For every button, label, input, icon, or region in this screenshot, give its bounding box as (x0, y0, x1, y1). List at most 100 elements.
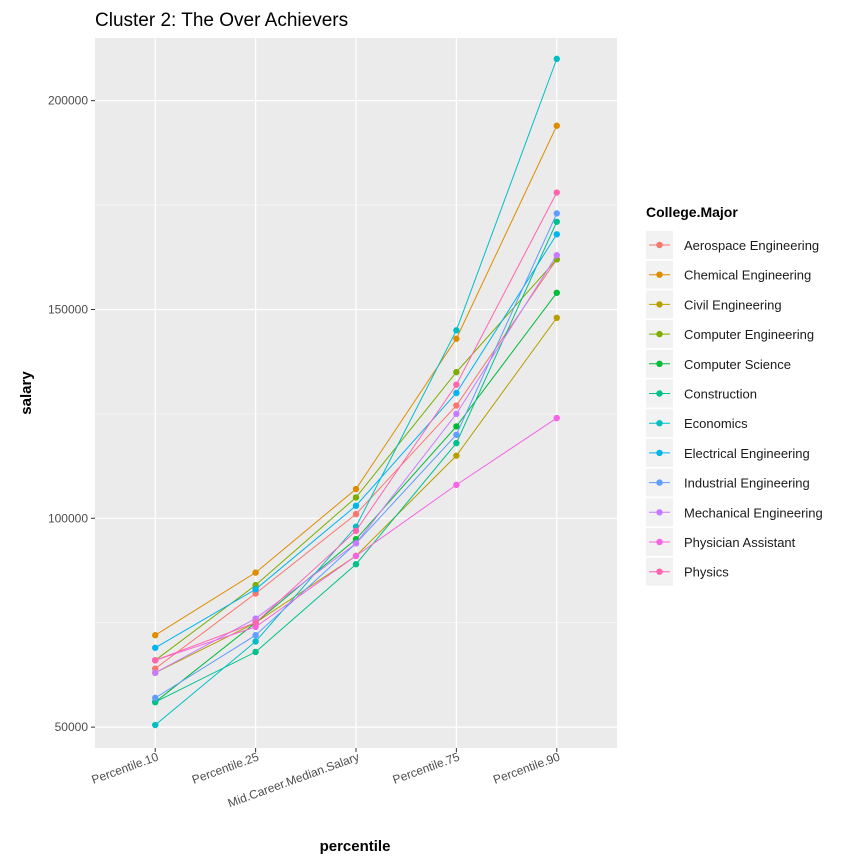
data-point (352, 552, 360, 560)
data-point (453, 389, 460, 397)
data-point (553, 231, 560, 238)
series-construction (152, 218, 560, 706)
legend-item: Chemical Engineering (646, 260, 811, 289)
legend-item: Aerospace Engineering (646, 231, 819, 259)
data-point (152, 644, 159, 651)
x-tick-label: Percentile.75 (391, 750, 462, 787)
data-point (352, 527, 360, 535)
data-point (453, 335, 460, 342)
legend-label: Chemical Engineering (684, 268, 811, 283)
legend-key-point (656, 360, 663, 367)
x-tick-label: Percentile.10 (90, 750, 161, 787)
y-tick-labels: 50000 100000 150000 200000 (48, 94, 95, 734)
data-point (252, 648, 259, 656)
data-point (553, 122, 560, 129)
chart-title: Cluster 2: The Over Achievers (95, 10, 348, 31)
legend-item: Electrical Engineering (646, 438, 810, 467)
legend-item: Computer Science (646, 349, 791, 378)
legend-label: Economics (684, 416, 748, 431)
data-point (453, 381, 460, 388)
legend-title: College.Major (646, 204, 738, 220)
data-point (152, 657, 159, 664)
series-lines (152, 55, 560, 729)
legend-key-point (656, 538, 663, 546)
y-tick-label: 100000 (48, 511, 88, 525)
series-physics (152, 189, 560, 664)
legend-item: Construction (646, 379, 757, 408)
data-point (352, 502, 360, 509)
legend-key-point (656, 479, 663, 486)
legend-item: Economics (646, 409, 748, 438)
data-point (553, 210, 560, 217)
series-economics (152, 55, 560, 729)
data-point (252, 638, 259, 645)
data-point (453, 368, 460, 376)
data-point (453, 452, 460, 459)
y-tick-label: 200000 (48, 94, 88, 108)
legend-label: Industrial Engineering (684, 476, 810, 491)
series-chemical-engineering (152, 122, 560, 639)
legend-label: Civil Engineering (684, 297, 782, 312)
x-axis-title: percentile (320, 838, 391, 855)
data-point (453, 423, 460, 430)
data-point (553, 55, 560, 63)
data-point (252, 586, 259, 593)
data-point (152, 694, 159, 702)
series-mechanical-engineering (152, 251, 560, 677)
legend-item: Computer Engineering (646, 320, 814, 349)
data-point (453, 410, 460, 418)
legend-item: Mechanical Engineering (646, 498, 823, 527)
y-tick-label: 50000 (55, 720, 89, 734)
legend-key-point (656, 241, 663, 249)
legend-item: Physician Assistant (646, 528, 796, 556)
legend-item: Civil Engineering (646, 290, 782, 319)
x-tick-labels: Percentile.10 Percentile.25Mid.Career.Med… (90, 748, 562, 810)
legend-key-point (656, 449, 663, 457)
legend-label: Physician Assistant (684, 535, 796, 550)
data-point (553, 414, 560, 422)
legend-label: Computer Science (684, 357, 791, 372)
data-point (553, 189, 560, 196)
data-point (352, 510, 360, 518)
data-point (453, 402, 460, 409)
legend-item: Industrial Engineering (646, 468, 810, 497)
legend-label: Electrical Engineering (684, 446, 810, 461)
x-tick-label: Percentile.25 (190, 750, 261, 787)
legend-key-point (656, 509, 663, 516)
legend: Aerospace Engineering Chemical Engineerin… (646, 231, 823, 586)
legend-key-point (656, 568, 663, 575)
data-point (453, 439, 460, 447)
data-point (453, 431, 460, 438)
legend-key-point (656, 301, 663, 308)
data-point (152, 669, 159, 677)
legend-key-point (656, 420, 663, 427)
data-point (352, 485, 360, 493)
legend-key-point (656, 271, 663, 278)
data-point (352, 494, 360, 501)
data-point (152, 721, 159, 729)
data-point (553, 314, 560, 322)
data-point (252, 619, 259, 626)
legend-label: Computer Engineering (684, 327, 814, 342)
x-tick-label: Percentile.90 (491, 750, 562, 787)
data-point (252, 632, 259, 639)
data-point (553, 251, 560, 259)
legend-label: Mechanical Engineering (684, 505, 823, 520)
y-tick-label: 150000 (48, 302, 88, 316)
data-point (352, 561, 360, 568)
legend-label: Physics (684, 565, 729, 580)
data-point (352, 540, 360, 547)
data-point (453, 327, 460, 334)
legend-label: Aerospace Engineering (684, 238, 819, 253)
y-axis-title: salary (18, 371, 35, 415)
data-point (152, 632, 159, 639)
series-electrical-engineering (152, 231, 560, 651)
data-point (453, 481, 460, 489)
data-point (553, 218, 560, 225)
data-point (252, 569, 259, 576)
legend-label: Construction (684, 387, 757, 402)
legend-key-point (656, 390, 663, 397)
legend-item: Physics (646, 557, 729, 586)
data-point (553, 289, 560, 296)
